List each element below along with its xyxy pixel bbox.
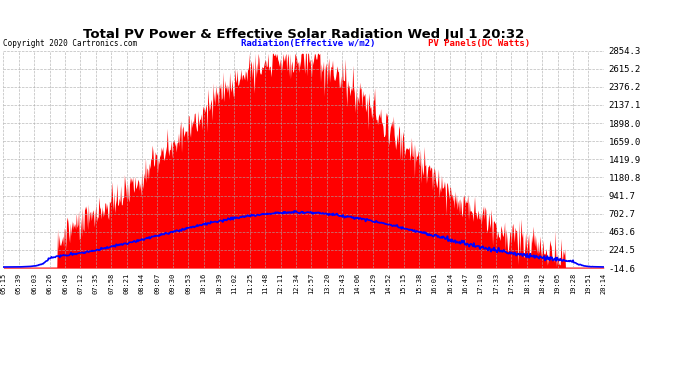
Text: Copyright 2020 Cartronics.com: Copyright 2020 Cartronics.com (3, 39, 137, 48)
Text: Total PV Power & Effective Solar Radiation Wed Jul 1 20:32: Total PV Power & Effective Solar Radiati… (83, 28, 524, 41)
Text: PV Panels(DC Watts): PV Panels(DC Watts) (428, 39, 530, 48)
Text: Radiation(Effective w/m2): Radiation(Effective w/m2) (241, 39, 376, 48)
